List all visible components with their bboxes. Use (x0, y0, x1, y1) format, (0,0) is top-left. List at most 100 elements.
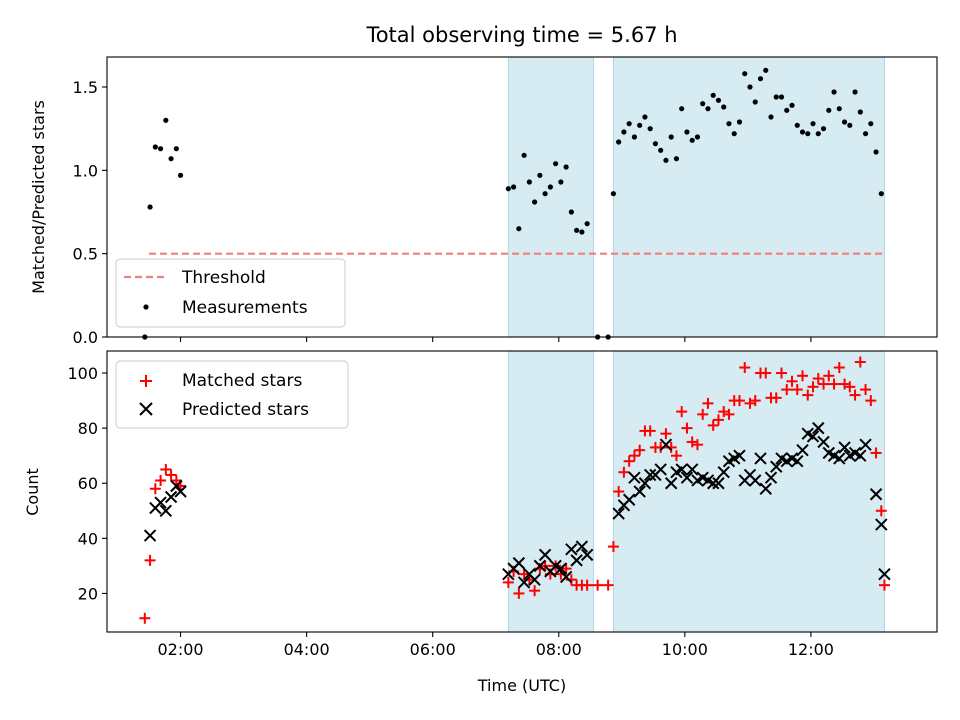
predicted-star-point-62 (817, 435, 830, 449)
measurement-point-39 (679, 106, 685, 112)
predicted-star-point-19-b (565, 543, 578, 556)
top-y-tick-label-3: 1.5 (73, 78, 98, 97)
measurement-point-38 (673, 156, 680, 162)
measurement-point-53 (752, 99, 758, 105)
matched-star-point-46 (712, 414, 724, 426)
predicted-star-point-31-b (654, 463, 667, 476)
measurement-point-19 (563, 164, 569, 170)
predicted-star-point-65 (833, 452, 846, 465)
predicted-star-point-70 (859, 438, 872, 451)
x-tick-label-0: 02:00 (157, 640, 203, 659)
measurement-point-29 (626, 121, 632, 127)
predicted-star-point-25-b (622, 493, 636, 506)
measurement-point-44 (705, 106, 711, 112)
measurement-point-73 (857, 109, 863, 115)
measurement-point-6 (173, 146, 179, 152)
top-y-tick-label-2: 1.0 (73, 161, 98, 180)
measurement-point-37 (668, 134, 674, 140)
predicted-star-point-62-b (817, 435, 830, 449)
bottom-shaded-interval-1 (612, 350, 885, 633)
measurement-point-12 (526, 179, 532, 185)
predicted-star-point-41 (707, 477, 720, 490)
legend-matched-label: Matched stars (182, 371, 302, 391)
predicted-star-point-51 (759, 482, 772, 495)
predicted-star-point-12-b (528, 573, 541, 586)
predicted-star-point-27-b (633, 485, 646, 498)
matched-star-point-38 (670, 450, 682, 462)
measurement-point-7 (177, 172, 184, 178)
predicted-star-point-2 (154, 496, 167, 509)
predicted-star-point-20 (570, 554, 583, 567)
measurement-point-13 (532, 199, 538, 205)
measurement-point-68 (831, 89, 837, 95)
matched-star-point-11 (518, 568, 530, 580)
measurement-point-30 (631, 134, 638, 140)
measurement-point-72 (852, 89, 858, 95)
matched-star-point-28 (618, 466, 630, 478)
bottom-panel: 02:00 04:00 06:00 08:00 10:00 12:00 20 40 60 80 1… (23, 350, 938, 695)
matched-star-point-58 (776, 367, 788, 379)
bottom-legend: Matched stars Predicted stars (115, 360, 349, 429)
matched-star-point-45 (707, 419, 719, 431)
legend-threshold-label: Threshold (181, 268, 266, 288)
matched-star-point-6 (170, 474, 182, 486)
measurement-point-28 (621, 129, 627, 135)
legend-predicted-label: Predicted stars (182, 400, 309, 420)
matched-star-point-60 (786, 375, 798, 387)
predicted-star-point-61 (812, 421, 825, 435)
predicted-star-point-32 (659, 438, 673, 451)
bottom-y-tick-label-1: 40 (78, 529, 98, 548)
predicted-star-point-2-b (154, 496, 167, 509)
matched-star-point-27 (613, 486, 625, 497)
bottom-y-tick-label-3: 80 (78, 419, 98, 438)
predicted-star-point-4 (164, 490, 178, 504)
matched-star-point-51 (739, 362, 751, 374)
top-shaded-interval-1 (612, 56, 885, 338)
measurement-point-67 (826, 107, 832, 113)
predicted-star-point-22-b (580, 548, 594, 562)
predicted-star-point-71 (869, 488, 883, 501)
predicted-star-point-26 (628, 471, 641, 484)
predicted-star-point-50 (754, 452, 767, 465)
predicted-star-point-53 (770, 460, 783, 473)
predicted-star-point-69 (854, 449, 867, 462)
measurement-point-17 (553, 161, 559, 167)
predicted-star-point-54-b (775, 452, 788, 465)
predicted-star-point-69-b (854, 449, 867, 462)
predicted-star-point-63-b (822, 446, 835, 460)
matched-star-point-43 (697, 408, 709, 420)
measurement-point-62 (799, 129, 806, 135)
predicted-star-point-60-b (806, 430, 820, 443)
predicted-star-point-72 (875, 518, 888, 531)
predicted-star-point-60 (806, 430, 820, 443)
measurement-point-46 (715, 97, 722, 103)
measurement-point-18 (558, 179, 564, 185)
predicted-stars-points (143, 421, 891, 589)
matched-star-point-29 (623, 455, 635, 467)
top-shaded-intervals (507, 56, 885, 338)
measurement-point-14 (537, 172, 543, 178)
legend-predicted-swatch (139, 402, 153, 416)
bottom-plot-frame (106, 350, 938, 633)
measurement-point-2 (152, 144, 158, 150)
predicted-star-point-21-b (575, 540, 589, 553)
predicted-star-point-36-b (680, 471, 694, 484)
matched-star-point-31 (634, 444, 646, 456)
predicted-star-point-66 (838, 441, 851, 454)
matched-star-point-78 (878, 579, 890, 591)
predicted-star-point-71-b (869, 488, 883, 501)
top-y-ticks: 0.0 0.5 1.0 1.5 (73, 78, 107, 347)
matched-star-point-66 (818, 378, 830, 390)
predicted-star-point-59-b (801, 427, 814, 440)
matched-star-point-4 (160, 463, 172, 475)
predicted-star-point-33 (664, 477, 678, 490)
measurement-point-16 (547, 184, 553, 190)
measurement-point-41 (689, 137, 695, 143)
predicted-star-point-73 (878, 567, 891, 581)
matched-star-point-30 (628, 450, 640, 462)
x-tick-label-3: 08:00 (536, 640, 582, 659)
predicted-star-point-42 (712, 477, 725, 490)
matched-star-point-65 (812, 373, 824, 385)
matched-star-point-33 (644, 425, 656, 437)
